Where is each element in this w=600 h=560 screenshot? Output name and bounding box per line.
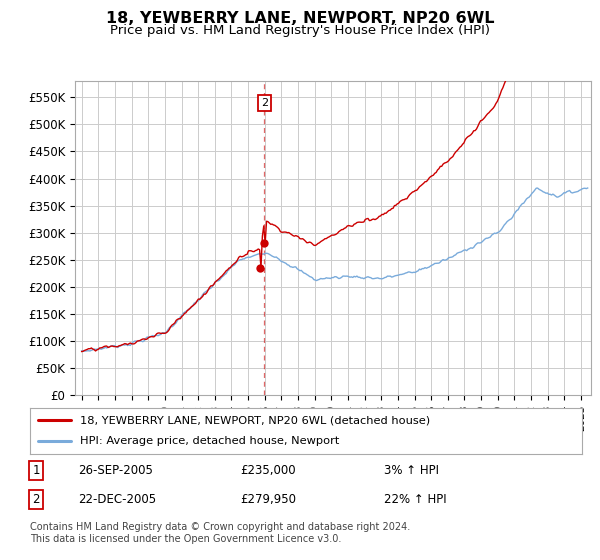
Text: 2: 2 [260,98,268,108]
Text: £279,950: £279,950 [240,493,296,506]
Text: 3% ↑ HPI: 3% ↑ HPI [384,464,439,477]
Text: £235,000: £235,000 [240,464,296,477]
Text: Price paid vs. HM Land Registry's House Price Index (HPI): Price paid vs. HM Land Registry's House … [110,24,490,36]
Text: Contains HM Land Registry data © Crown copyright and database right 2024.
This d: Contains HM Land Registry data © Crown c… [30,522,410,544]
Text: 22-DEC-2005: 22-DEC-2005 [78,493,156,506]
Text: 26-SEP-2005: 26-SEP-2005 [78,464,153,477]
Text: 1: 1 [32,464,40,477]
Text: 18, YEWBERRY LANE, NEWPORT, NP20 6WL (detached house): 18, YEWBERRY LANE, NEWPORT, NP20 6WL (de… [80,415,430,425]
Text: 18, YEWBERRY LANE, NEWPORT, NP20 6WL: 18, YEWBERRY LANE, NEWPORT, NP20 6WL [106,11,494,26]
Text: HPI: Average price, detached house, Newport: HPI: Average price, detached house, Newp… [80,436,339,446]
Text: 22% ↑ HPI: 22% ↑ HPI [384,493,446,506]
Text: 2: 2 [32,493,40,506]
